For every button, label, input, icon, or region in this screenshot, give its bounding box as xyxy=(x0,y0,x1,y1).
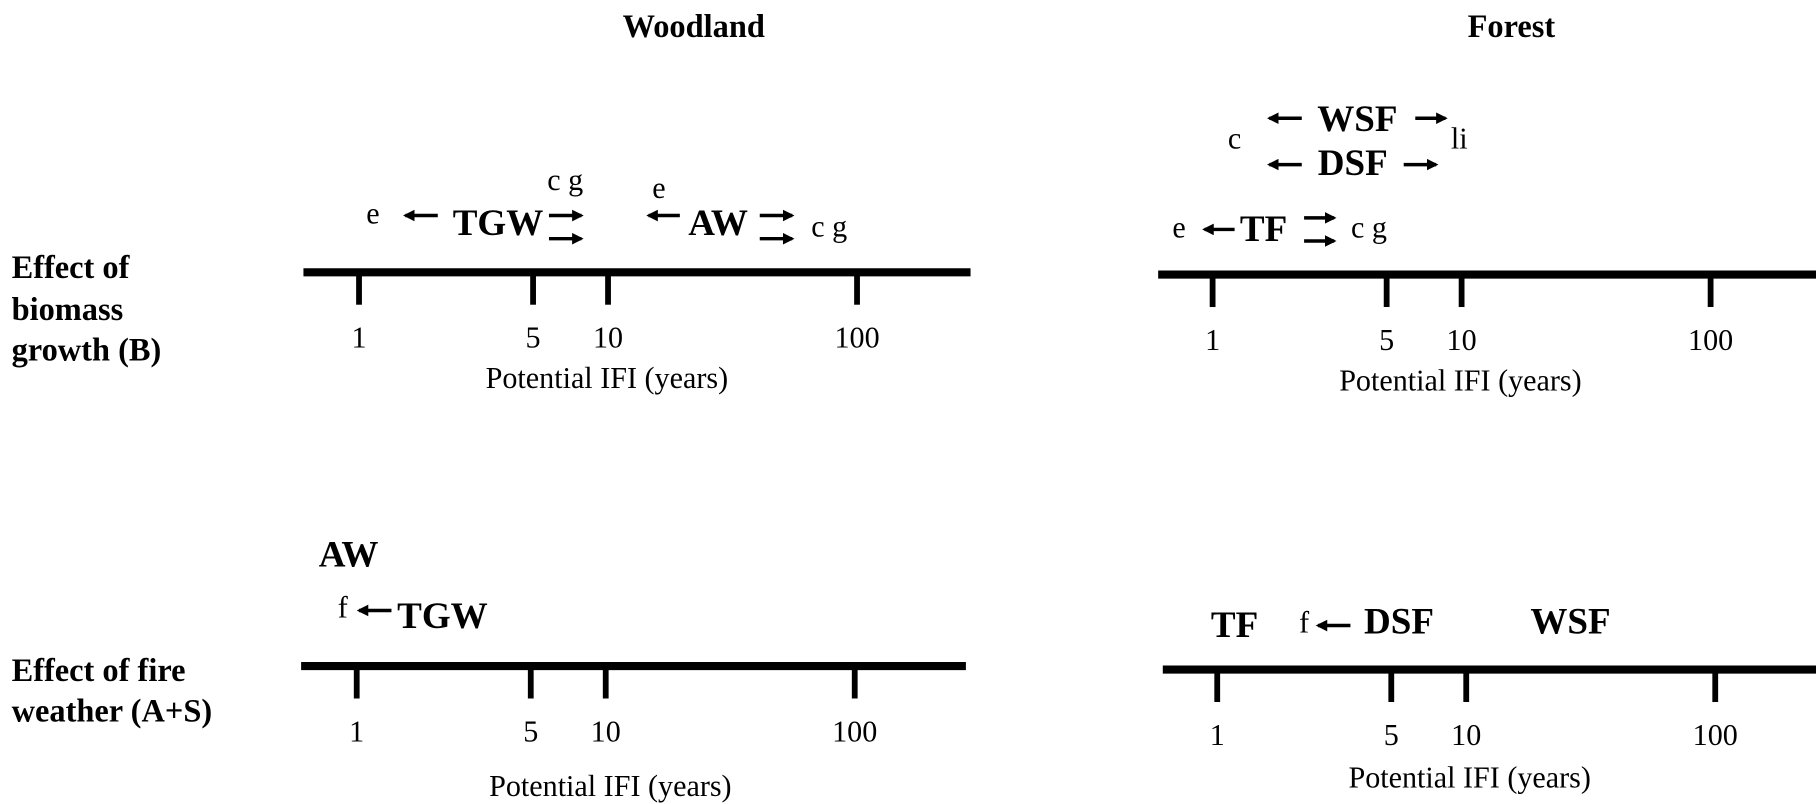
vegetation-label: f xyxy=(1299,605,1310,639)
column-title: Forest xyxy=(1468,9,1556,45)
tick-label: 100 xyxy=(1688,323,1733,357)
tick-label: 10 xyxy=(593,321,623,355)
tick-label: 10 xyxy=(1451,718,1481,752)
tick-label: 1 xyxy=(1205,323,1220,357)
vegetation-label: li xyxy=(1451,121,1468,155)
vegetation-label: DSF xyxy=(1318,143,1388,184)
tick-label: 1 xyxy=(351,321,366,355)
axis-label: Potential IFI (years) xyxy=(489,769,731,803)
vegetation-label: TF xyxy=(1211,605,1258,646)
vegetation-label: TF xyxy=(1240,209,1287,250)
tick-label: 1 xyxy=(349,714,364,748)
column-title: Woodland xyxy=(623,9,765,45)
vegetation-label: TGW xyxy=(453,203,544,244)
tick-label: 5 xyxy=(526,321,541,355)
vegetation-label: e xyxy=(366,197,379,231)
vegetation-label: c g xyxy=(1351,211,1387,245)
row-label: Effect of xyxy=(12,250,131,286)
axis-label: Potential IFI (years) xyxy=(486,361,728,395)
row-label: weather (A+S) xyxy=(12,694,213,730)
panel: 1 5 10 100 Potential IFI (years) TF f DSF WSF xyxy=(1162,602,1816,795)
panel: 1 5 10 100 Potential IFI (years) AW f TGW xyxy=(301,534,966,803)
tick-label: 5 xyxy=(1379,323,1394,357)
row-label: biomass xyxy=(12,292,124,328)
axis-label: Potential IFI (years) xyxy=(1348,761,1590,795)
tick-label: 100 xyxy=(834,321,879,355)
vegetation-label: AW xyxy=(319,534,379,575)
vegetation-label: WSF xyxy=(1317,99,1397,140)
row-label: growth (B) xyxy=(12,332,162,368)
vegetation-label: DSF xyxy=(1364,602,1434,643)
vegetation-label: e xyxy=(652,171,665,205)
tick-label: 1 xyxy=(1210,718,1225,752)
row-labels: Effect of biomass growth (B) Effect of fire… xyxy=(12,250,213,730)
vegetation-label: f xyxy=(338,590,349,624)
vegetation-label: c g xyxy=(811,209,847,243)
tick-label: 5 xyxy=(1384,718,1399,752)
tick-label: 10 xyxy=(591,714,621,748)
vegetation-label: c xyxy=(1228,121,1241,155)
tick-label: 100 xyxy=(832,714,877,748)
axis-label: Potential IFI (years) xyxy=(1339,363,1581,397)
vegetation-label: WSF xyxy=(1530,602,1610,643)
vegetation-label: c g xyxy=(547,163,583,197)
tick-label: 5 xyxy=(523,714,538,748)
tick-label: 10 xyxy=(1447,323,1477,357)
vegetation-label: e xyxy=(1172,211,1185,245)
panel: 1 5 10 100 Potential IFI (years) c WSF li DSF e TF… xyxy=(1158,99,1816,397)
tick-label: 100 xyxy=(1693,718,1738,752)
vegetation-label: AW xyxy=(688,203,748,244)
vegetation-label: TGW xyxy=(397,596,488,637)
row-label: Effect of fire xyxy=(12,653,186,689)
